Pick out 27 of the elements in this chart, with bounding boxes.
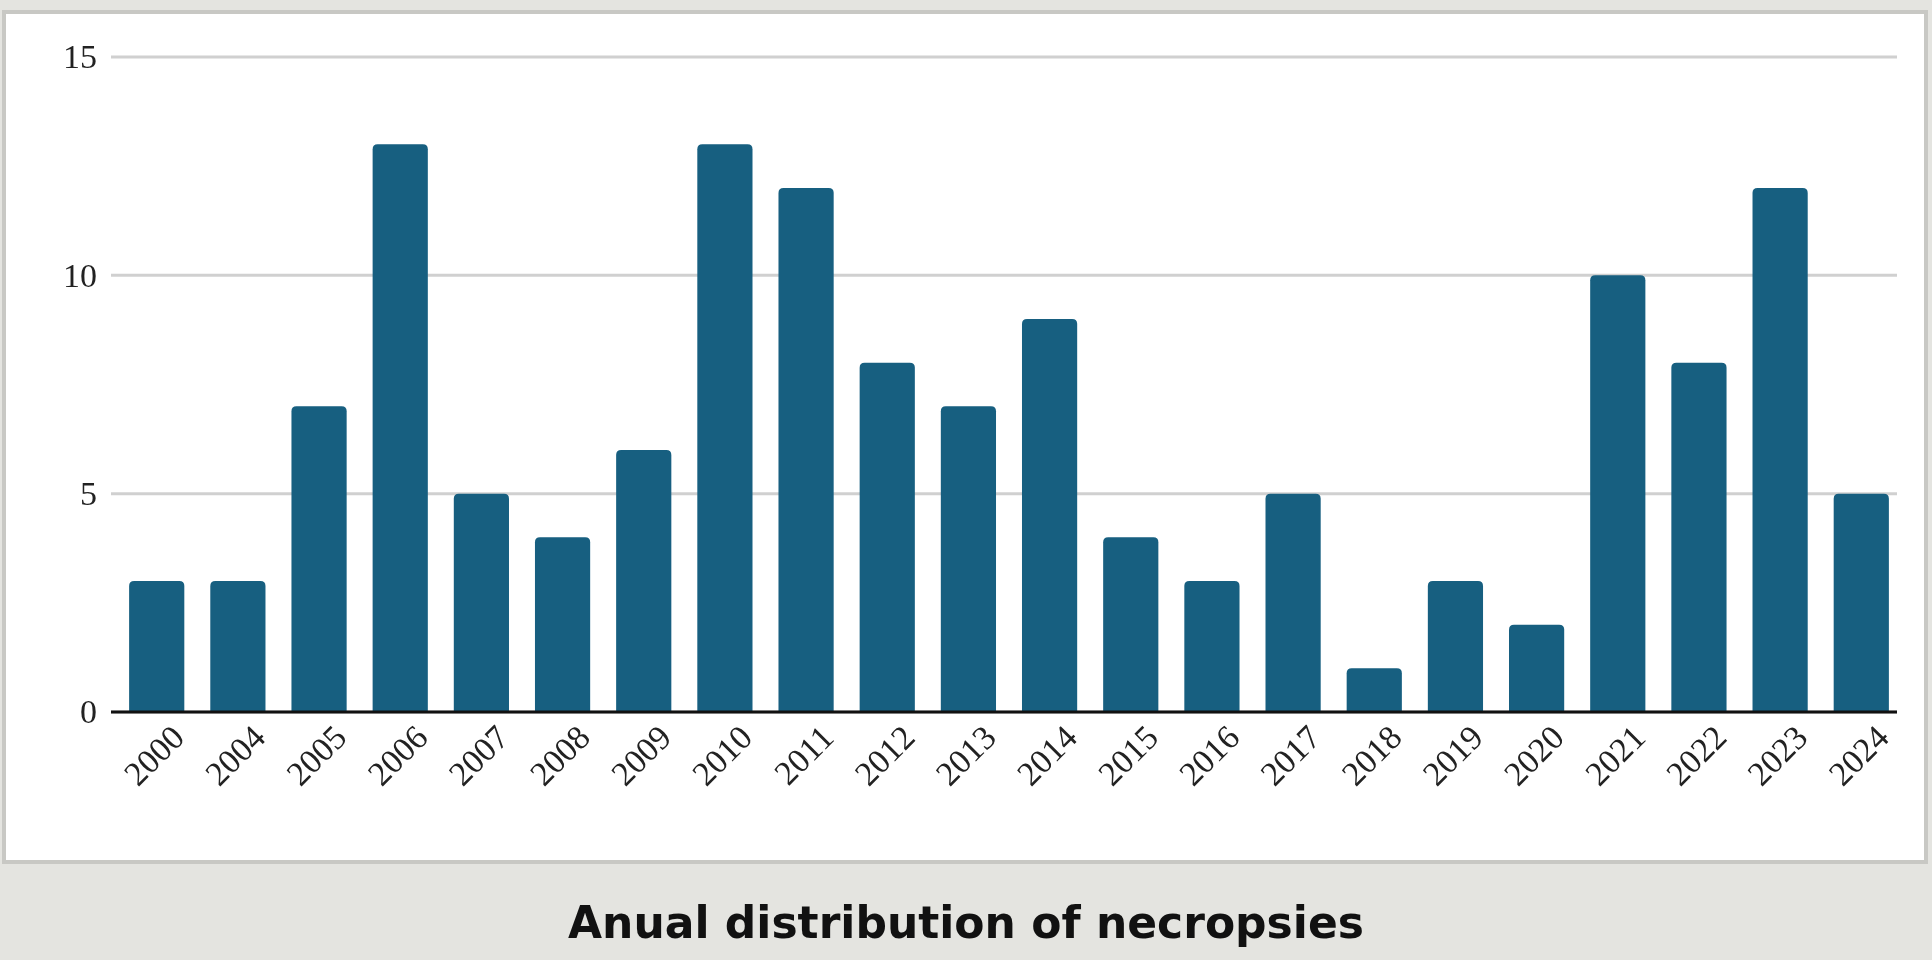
bar (616, 450, 672, 712)
bar (1671, 362, 1727, 712)
bar (291, 406, 347, 712)
bar (1346, 668, 1402, 712)
bar (697, 144, 753, 712)
bar (1021, 319, 1078, 712)
bar (1427, 581, 1484, 712)
bar (778, 188, 834, 712)
y-tick-label: 0 (80, 693, 97, 731)
bar (1590, 275, 1646, 712)
bar (1265, 493, 1321, 712)
bar (1752, 188, 1808, 712)
y-tick-label: 5 (80, 475, 97, 513)
bar (940, 406, 997, 712)
bar (859, 362, 915, 712)
bar (1833, 493, 1889, 712)
bar (129, 581, 185, 712)
bar (1509, 624, 1565, 712)
bar (534, 537, 591, 712)
y-tick-label: 15 (63, 38, 97, 76)
bar (210, 581, 266, 712)
bar (1103, 537, 1159, 712)
bar (453, 493, 509, 712)
bar (1184, 581, 1240, 712)
text: Anual distribution of necropsies (568, 897, 1364, 948)
y-tick-label: 10 (63, 256, 97, 294)
bar (372, 144, 428, 712)
